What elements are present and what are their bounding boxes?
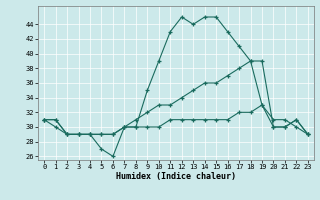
X-axis label: Humidex (Indice chaleur): Humidex (Indice chaleur) xyxy=(116,172,236,181)
